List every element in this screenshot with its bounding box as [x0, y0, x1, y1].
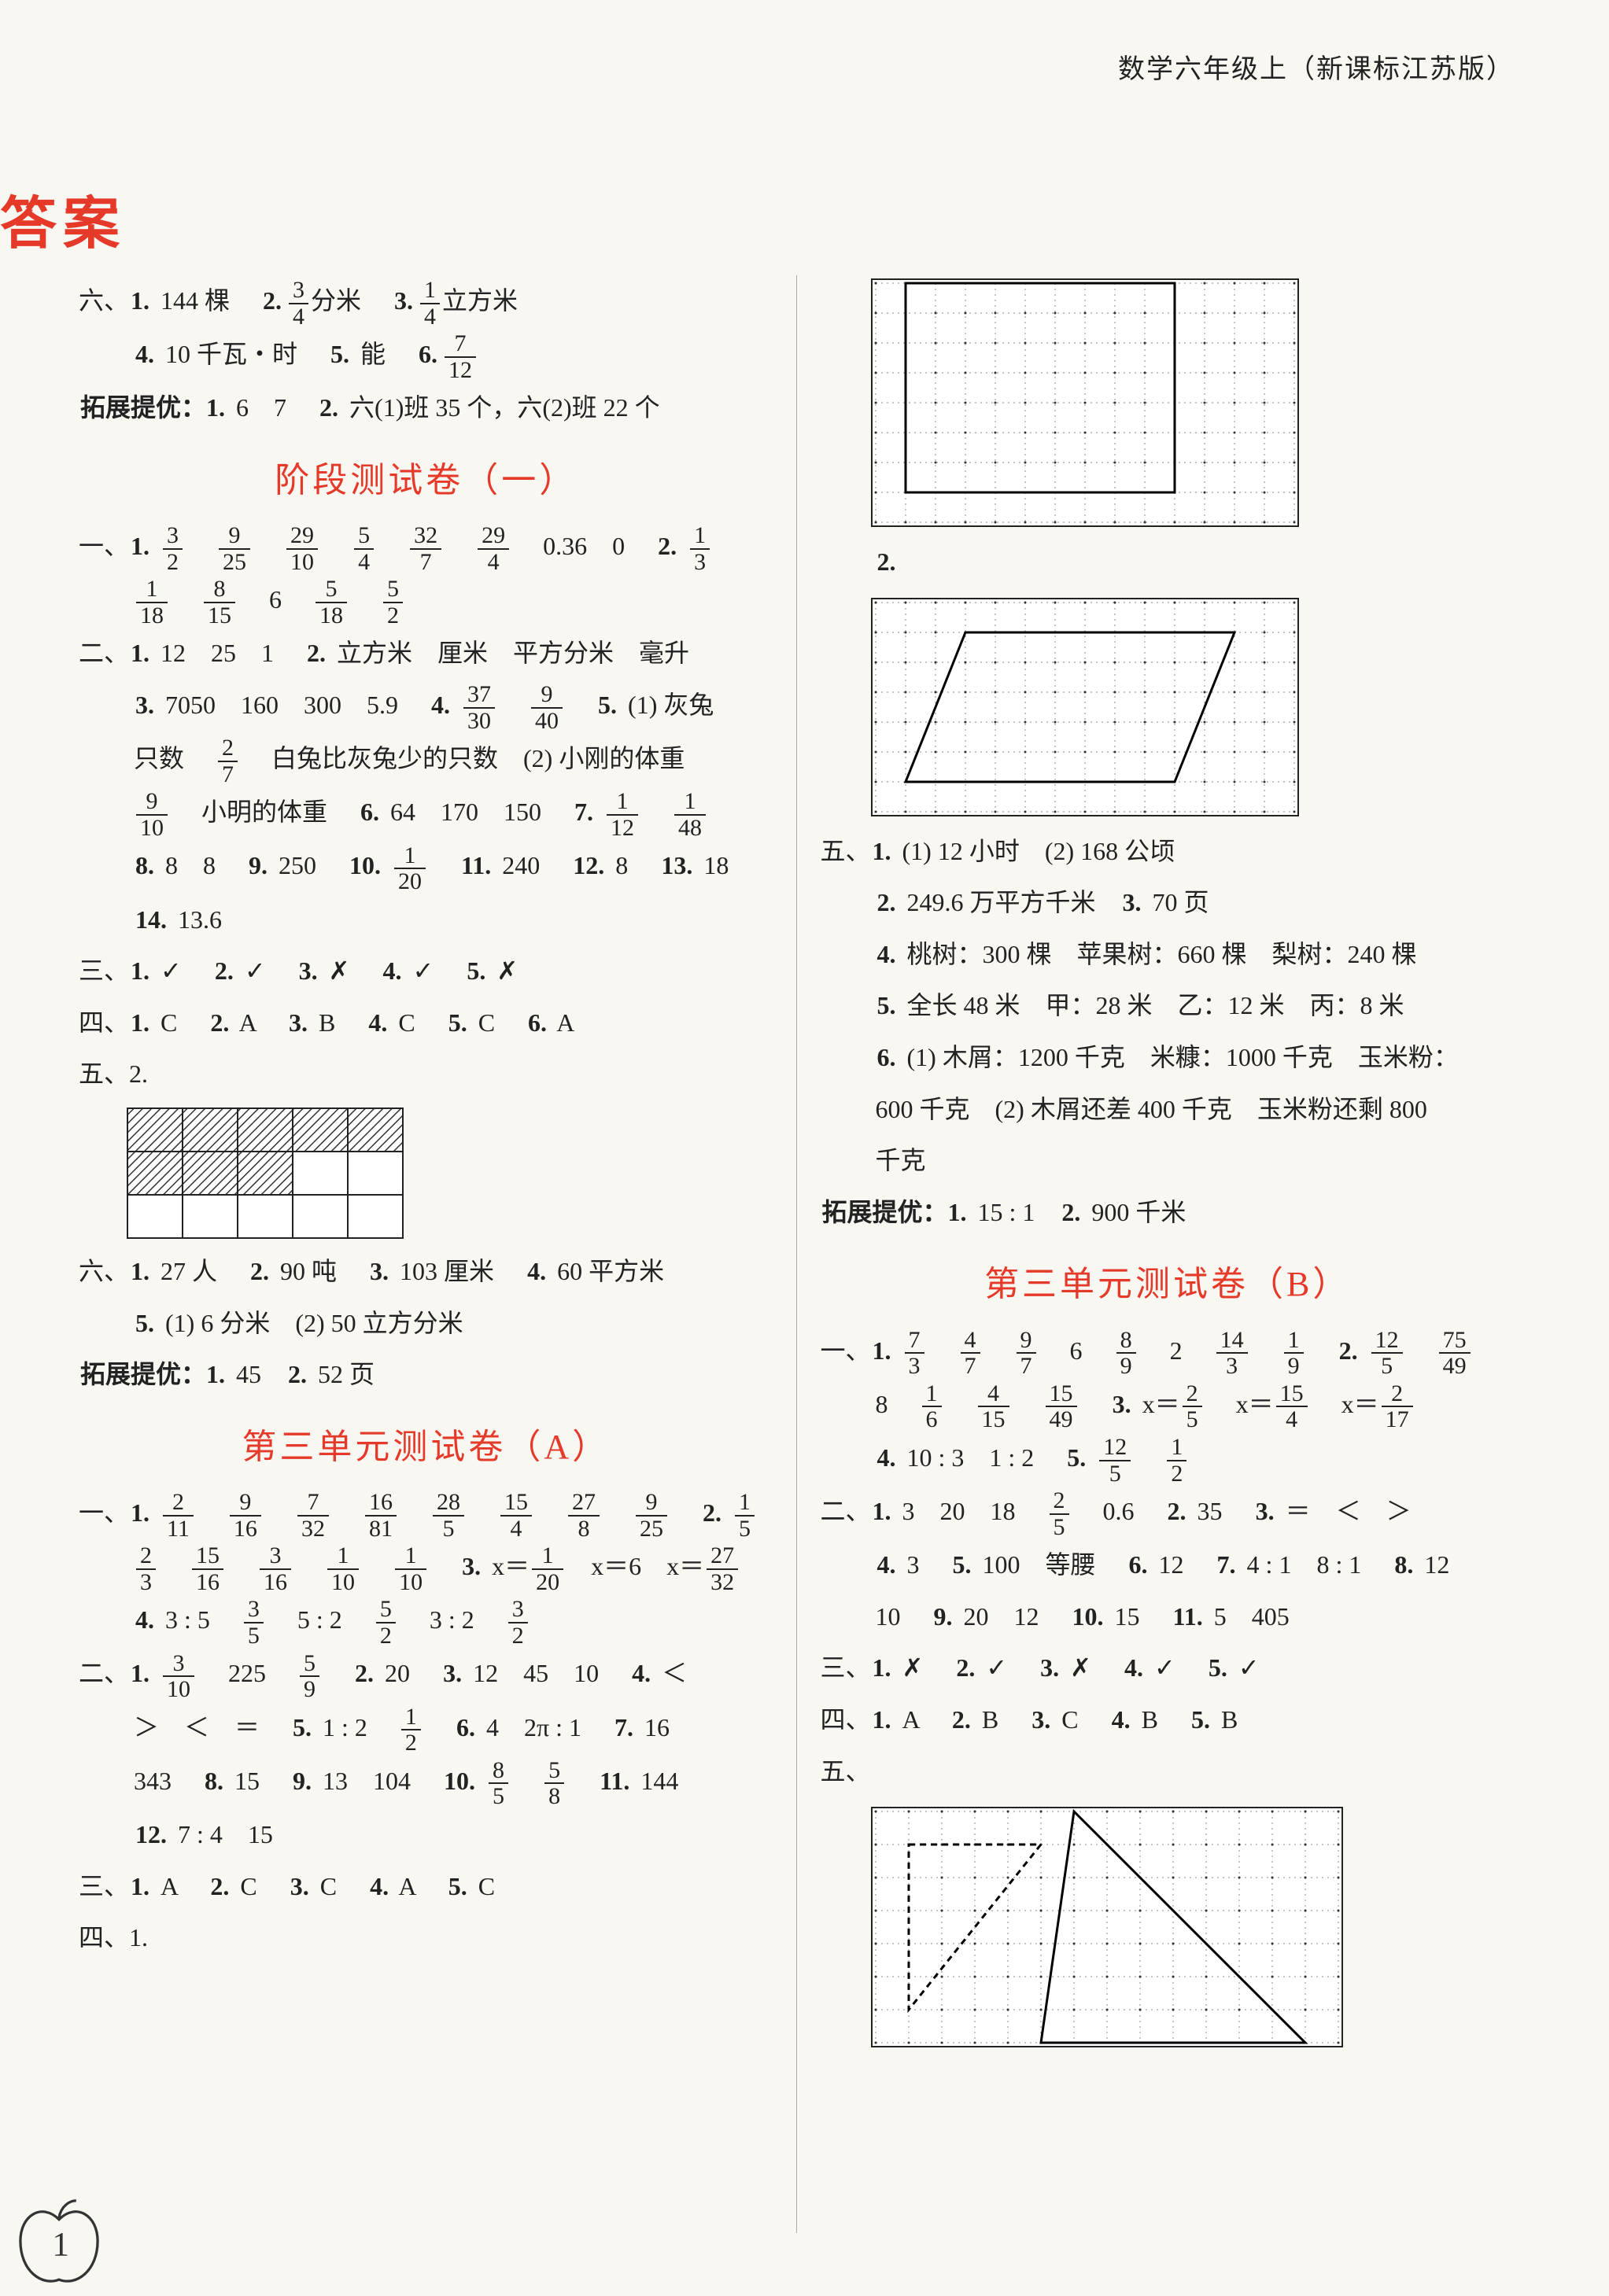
page-header: 数学六年级上（新课标江苏版） — [1118, 47, 1515, 86]
apple-icon: 1 — [16, 2194, 102, 2288]
line: 五、2. — [79, 1048, 773, 1100]
line: 拓展提优：1. 45 2. 52 页 — [79, 1349, 773, 1401]
line: 二、1. 3 20 18 25 0.6 2. 35 3. ＝ ＜ ＞ — [821, 1486, 1515, 1539]
line: 六、1. 27 人 2. 90 吨 3. 103 厘米 4. 60 平方米 — [79, 1246, 773, 1298]
line: 14. 13.6 — [79, 894, 773, 946]
line: 拓展提优：1. 15 : 1 2. 900 千米 — [821, 1187, 1515, 1239]
line: 4. 3 : 5 35 5 : 2 52 3 : 2 32 — [79, 1594, 773, 1648]
line: 2. — [821, 536, 1515, 588]
section-title-unit3a: 第三单元测试卷（A） — [79, 1412, 773, 1483]
line: 12. 7 : 4 15 — [79, 1809, 773, 1861]
line: 一、1. 32 925 2910 54 327 294 0.36 0 2. 13 — [79, 521, 773, 574]
line: 三、1. A 2. C 3. C 4. A 5. C — [79, 1861, 773, 1913]
line: 三、1. ✗ 2. ✓ 3. ✗ 4. ✓ 5. ✓ — [821, 1642, 1515, 1694]
line: 二、1. 12 25 1 2. 立方米 厘米 平方分米 毫升 — [79, 628, 773, 680]
section-title-unit3b: 第三单元测试卷（B） — [821, 1249, 1515, 1320]
frac: 34 — [289, 278, 308, 329]
line: 910 小明的体重 6. 64 170 150 7. 112 148 — [79, 787, 773, 840]
line: 4. 3 5. 100 等腰 6. 12 7. 4 : 1 8 : 1 8. 1… — [821, 1539, 1515, 1591]
line: 5. 全长 48 米 甲：28 米 乙：12 米 丙：8 米 — [821, 980, 1515, 1032]
line: 五、1. (1) 12 小时 (2) 168 公顷 — [821, 826, 1515, 878]
line: 3. 7050 160 300 5.9 4. 3730 940 5. (1) 灰… — [79, 680, 773, 733]
dot-grid-rect — [868, 275, 1302, 530]
answers-title: 答案 — [0, 177, 126, 260]
hatched-table — [126, 1107, 404, 1240]
line: 23 1516 316 110 110 3. x＝120 x＝6 x＝2732 — [79, 1541, 773, 1594]
line: 5. (1) 6 分米 (2) 50 立方分米 — [79, 1298, 773, 1350]
content-columns: 六、1. 144 棵 2.34分米 3.14立方米 4. 10 千瓦・时 5. … — [79, 275, 1515, 2233]
dot-grid-para — [868, 595, 1302, 820]
line: 二、1. 310 225 59 2. 20 3. 12 45 10 4. ＜ — [79, 1648, 773, 1701]
line: 343 8. 15 9. 13 104 10. 85 58 11. 144 — [79, 1756, 773, 1809]
line: 2. 249.6 万平方千米 3. 70 页 — [821, 877, 1515, 929]
line: 118 815 6 518 52 — [79, 574, 773, 628]
line: 一、1. 73 47 97 6 89 2 143 19 2. 125 7549 — [821, 1325, 1515, 1379]
line: 五、 — [821, 1746, 1515, 1798]
line: 600 千克 (2) 木屑还差 400 千克 玉米粉还剩 800 — [821, 1084, 1515, 1136]
line: 8 16 415 1549 3. x＝25 x＝154 x＝217 — [821, 1379, 1515, 1432]
dot-grid-triangles — [868, 1804, 1346, 2051]
line: 只数 27 白兔比灰兔少的只数 (2) 小刚的体重 — [79, 733, 773, 787]
line: 四、1. C 2. A 3. B 4. C 5. C 6. A — [79, 997, 773, 1049]
line: 4. 10 : 3 1 : 2 5. 125 12 — [821, 1432, 1515, 1486]
line: 8. 8 8 9. 250 10. 120 11. 240 12. 8 13. … — [79, 840, 773, 894]
line: ＞ ＜ ＝ 5. 1 : 2 12 6. 4 2π : 1 7. 16 — [79, 1702, 773, 1756]
line: 三、1. ✓ 2. ✓ 3. ✗ 4. ✓ 5. ✗ — [79, 945, 773, 997]
line: 4. 10 千瓦・时 5. 能 6.712 — [79, 329, 773, 382]
line: 四、1. A 2. B 3. C 4. B 5. B — [821, 1694, 1515, 1746]
line: 4. 桃树：300 棵 苹果树：660 棵 梨树：240 棵 — [821, 929, 1515, 981]
line: 10 9. 20 12 10. 15 11. 5 405 — [821, 1591, 1515, 1643]
line: 四、1. — [79, 1912, 773, 1964]
line: 千克 — [821, 1135, 1515, 1187]
section-title-stage1: 阶段测试卷（一） — [79, 445, 773, 516]
line: 六、1. 144 棵 2.34分米 3.14立方米 — [79, 275, 773, 329]
line: 一、1. 211 916 732 1681 285 154 278 925 2.… — [79, 1487, 773, 1541]
line: 6. (1) 木屑：1200 千克 米糠：1000 千克 玉米粉： — [821, 1032, 1515, 1084]
svg-text:1: 1 — [52, 2226, 69, 2264]
line: 拓展提优：1. 6 7 2. 六(1)班 35 个，六(2)班 22 个 — [79, 382, 773, 434]
